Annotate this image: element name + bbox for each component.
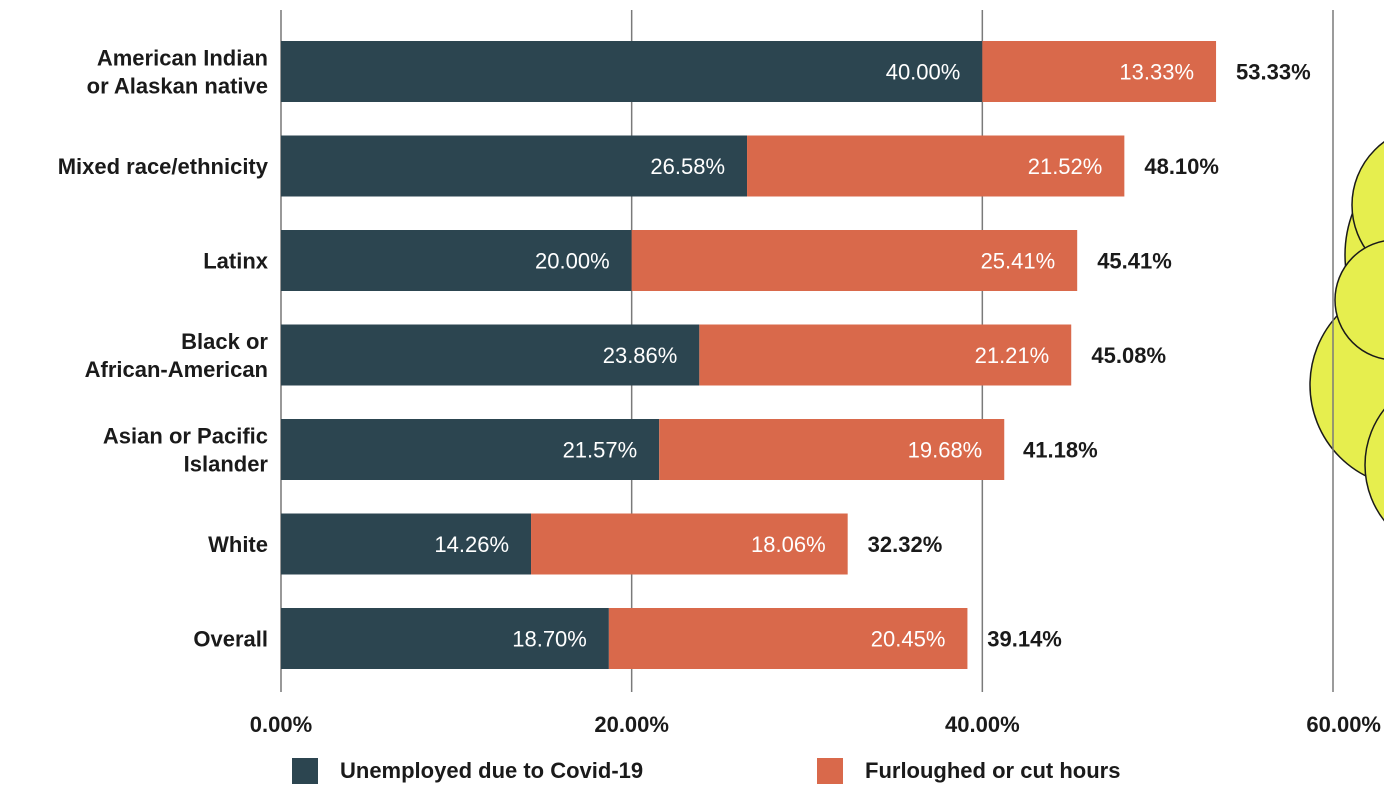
- total-label-1: 48.10%: [1144, 154, 1219, 179]
- legend-label-unemployed: Unemployed due to Covid-19: [340, 758, 644, 783]
- cloud-lobe-3: [1364, 408, 1384, 522]
- bar-value-label-unemployed-3: 23.86%: [603, 343, 678, 368]
- total-label-6: 39.14%: [987, 627, 1062, 652]
- legend-label-furloughed: Furloughed or cut hours: [865, 758, 1121, 783]
- legend-swatch-furloughed: [817, 758, 843, 784]
- bar-value-label-furloughed-6: 20.45%: [871, 627, 946, 652]
- category-label-6: Overall: [193, 627, 268, 652]
- bar-value-label-furloughed-0: 13.33%: [1119, 60, 1194, 85]
- legend: Unemployed due to Covid-19 Furloughed or…: [0, 752, 1384, 792]
- category-label-0-line-0: American Indian: [97, 46, 268, 71]
- bar-unemployed-5: [281, 513, 532, 575]
- bar-value-label-unemployed-2: 20.00%: [535, 249, 610, 274]
- legend-item-furloughed: Furloughed or cut hours: [817, 758, 1120, 784]
- bar-unemployed-2: [281, 230, 632, 291]
- bar-unemployed-4: [281, 419, 660, 480]
- bar-unemployed-1: [281, 135, 748, 197]
- legend-swatch-unemployed: [292, 758, 318, 784]
- bar-furloughed-1: [747, 135, 1125, 197]
- category-label-2: Latinx: [203, 249, 269, 274]
- cloud-decoration: [1309, 141, 1384, 522]
- bar-value-label-unemployed-4: 21.57%: [563, 438, 638, 463]
- category-label-3-line-1: African-American: [85, 357, 268, 382]
- category-labels: American Indian or Alaskan native Mixed ra…: [58, 46, 269, 652]
- bar-value-label-unemployed-6: 18.70%: [512, 627, 587, 652]
- bar-unemployed-0: [281, 41, 983, 102]
- category-label-5: White: [208, 532, 268, 557]
- total-label-5: 32.32%: [868, 532, 943, 557]
- category-label-0-line-1: or Alaskan native: [87, 74, 268, 99]
- total-label-4: 41.18%: [1023, 438, 1098, 463]
- legend-item-unemployed: Unemployed due to Covid-19: [292, 758, 643, 784]
- bar-value-label-unemployed-5: 14.26%: [434, 532, 509, 557]
- x-tick-label-3: 60.00%: [1306, 712, 1381, 737]
- category-label-4-line-0: Asian or Pacific: [103, 424, 268, 449]
- x-tick-label-0: 0.00%: [250, 712, 312, 737]
- bar-value-label-furloughed-4: 19.68%: [908, 438, 983, 463]
- category-label-1: Mixed race/ethnicity: [58, 154, 269, 179]
- bar-value-label-unemployed-0: 40.00%: [886, 60, 961, 85]
- bar-unemployed-3: [281, 324, 700, 386]
- bar-value-label-furloughed-5: 18.06%: [751, 532, 826, 557]
- category-label-3-line-0: Black or: [181, 329, 268, 354]
- bar-furloughed-2: [631, 230, 1078, 291]
- bar-value-label-unemployed-1: 26.58%: [650, 154, 725, 179]
- x-tick-label-1: 20.00%: [594, 712, 669, 737]
- total-label-0: 53.33%: [1236, 60, 1311, 85]
- category-label-4-line-1: Islander: [184, 452, 269, 477]
- cloud-lobe-1: [1351, 141, 1384, 269]
- bar-value-label-furloughed-3: 21.21%: [975, 343, 1050, 368]
- cloud-lobe-4: [1334, 240, 1384, 360]
- total-label-3: 45.08%: [1091, 343, 1166, 368]
- bars: 40.00% 13.33% 53.33% 26.58% 21.52% 48.10% 20.0…: [281, 41, 1311, 669]
- stacked-bar-chart: 40.00% 13.33% 53.33% 26.58% 21.52% 48.10% 20.0…: [58, 10, 1384, 737]
- bar-value-label-furloughed-2: 25.41%: [981, 249, 1056, 274]
- bar-unemployed-6: [281, 608, 609, 669]
- bar-furloughed-5: [531, 513, 848, 575]
- bar-furloughed-0: [982, 41, 1217, 102]
- bar-furloughed-6: [608, 608, 968, 669]
- x-axis-tick-labels: 0.00% 20.00% 40.00% 60.00%: [250, 712, 1381, 737]
- bar-furloughed-3: [699, 324, 1072, 386]
- bar-value-label-furloughed-1: 21.52%: [1028, 154, 1103, 179]
- total-label-2: 45.41%: [1097, 249, 1172, 274]
- bar-furloughed-4: [659, 419, 1005, 480]
- x-tick-label-2: 40.00%: [945, 712, 1020, 737]
